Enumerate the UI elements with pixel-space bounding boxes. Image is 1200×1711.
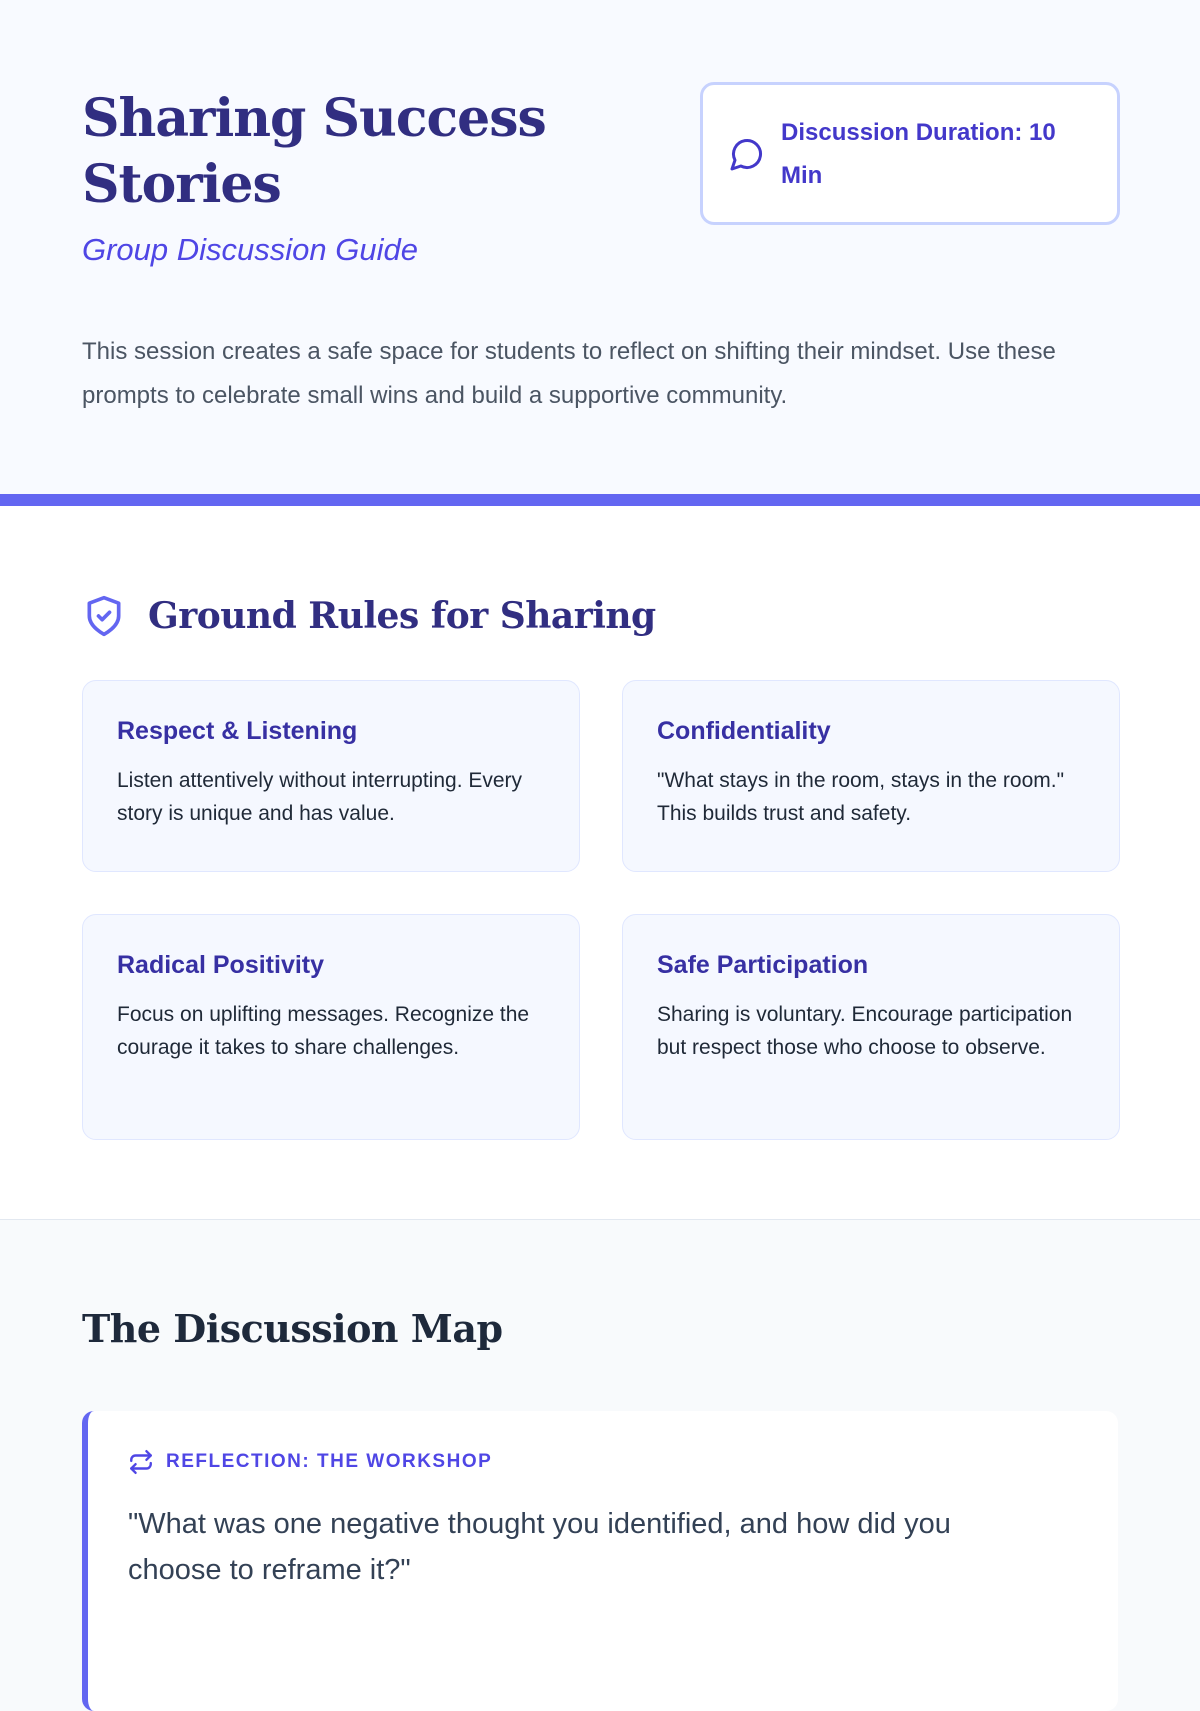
rule-title: Confidentiality [657,717,831,745]
rule-card: Safe Participation Sharing is voluntary. … [622,914,1120,1140]
chat-bubble-icon [730,138,763,170]
rule-card: Respect & Listening Listen attentively wi… [82,680,580,872]
rule-text: "What stays in the room, stays in the ro… [657,769,1065,825]
rule-text: Focus on uplifting messages. Recognize t… [117,1003,530,1059]
prompt-tag: REFLECTION: THE WORKSHOP [166,1451,493,1472]
duration-text: Discussion Duration: 10 Min [781,118,1056,189]
rule-card: Confidentiality "What stays in the room, … [622,680,1120,872]
ground-rules-heading: Ground Rules for Sharing [148,595,656,637]
prompt-card: REFLECTION: THE WORKSHOP "What was one n… [82,1411,1118,1711]
prompt-question: "What was one negative thought you ident… [128,1508,951,1586]
discussion-map-heading: The Discussion Map [82,1306,503,1351]
discussion-map-section: The Discussion Map REFLECTION: THE WORKS… [0,1220,1200,1711]
shield-check-icon [87,595,121,637]
intro-text: This session creates a safe space for st… [82,338,1056,409]
page-subtitle: Group Discussion Guide [82,232,418,267]
rule-card: Radical Positivity Focus on uplifting mes… [82,914,580,1140]
ground-rules-section: Ground Rules for Sharing Respect & Liste… [0,506,1200,1220]
rule-title: Respect & Listening [117,717,358,745]
rule-title: Safe Participation [657,951,869,979]
repeat-icon [130,1449,152,1475]
duration-badge: Discussion Duration: 10 Min [700,82,1120,225]
rule-title: Radical Positivity [117,951,325,979]
page-title: Sharing Success Stories [82,88,547,215]
hero-header: Sharing Success Stories Group Discussion… [0,0,1200,494]
rule-text: Sharing is voluntary. Encourage particip… [657,1003,1073,1059]
accent-divider [0,494,1200,506]
rule-text: Listen attentively without interrupting.… [117,769,523,825]
